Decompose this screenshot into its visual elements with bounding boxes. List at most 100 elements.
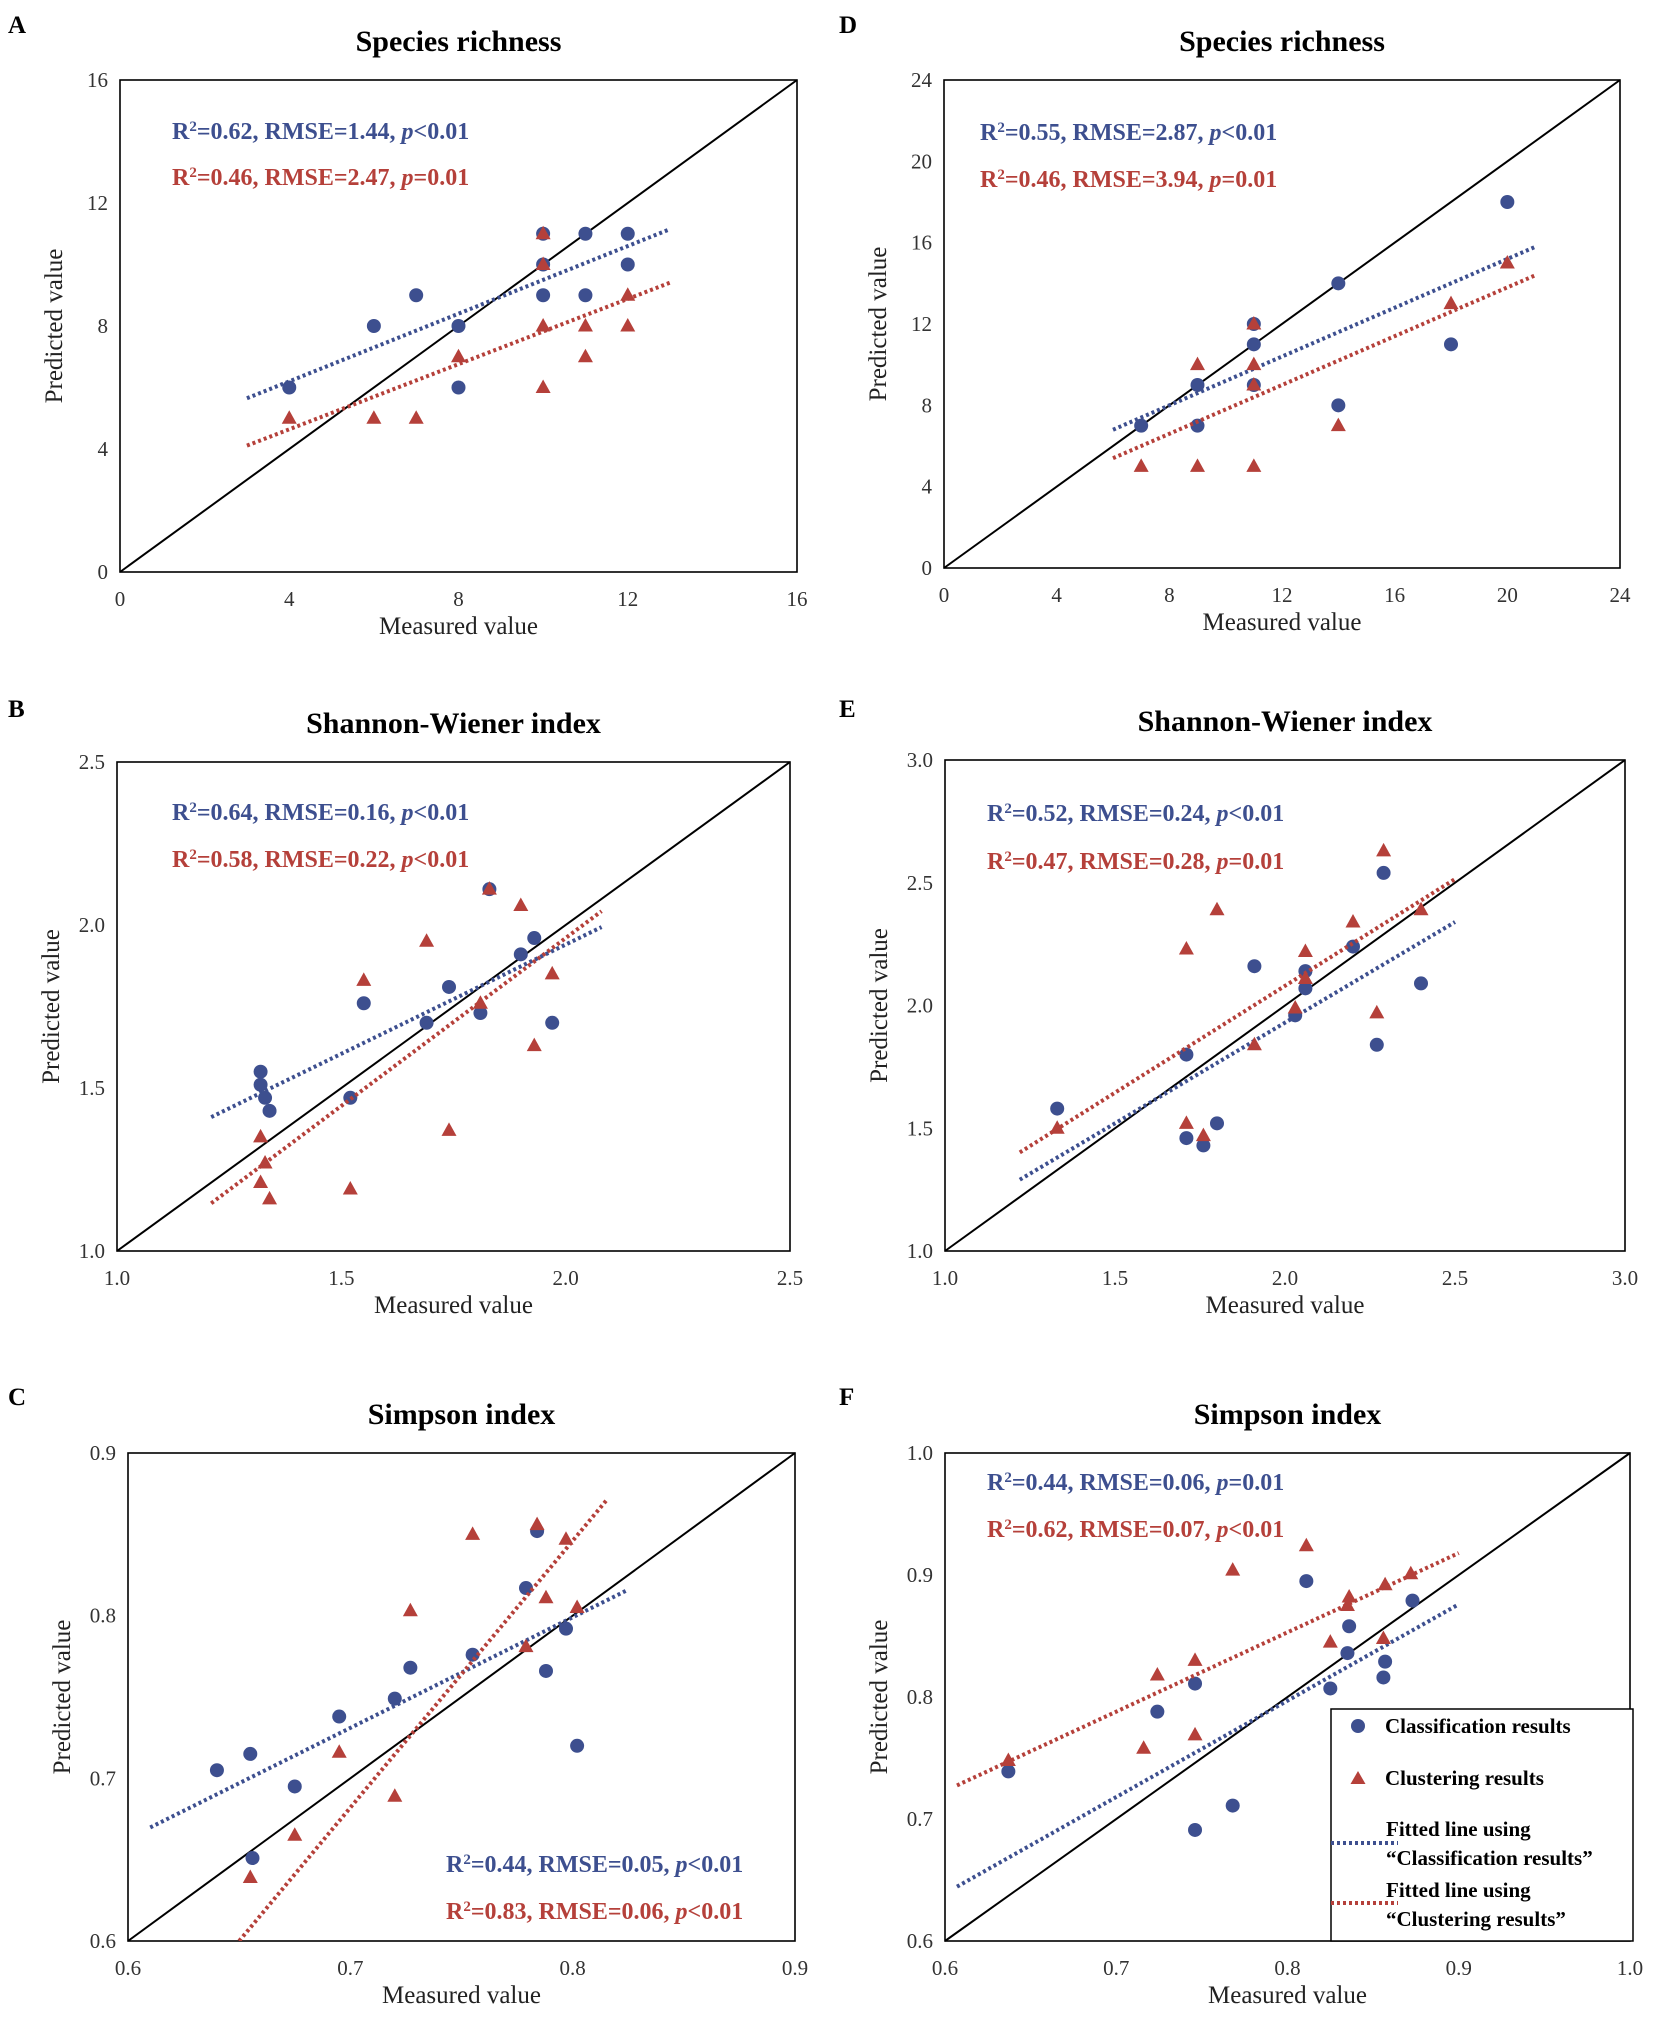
identity-line: [944, 1452, 1631, 1942]
superscript: 2: [997, 120, 1005, 136]
point-clustering: [342, 1181, 358, 1195]
point-classification: [1405, 1593, 1420, 1608]
point-classification: [518, 1581, 533, 1596]
fit-line-classification: [246, 227, 671, 401]
stat-text: <0.01: [688, 1852, 744, 1878]
point-clustering: [1178, 1115, 1194, 1129]
point-classification: [451, 319, 466, 333]
y-tick-label: 8: [922, 393, 933, 417]
y-axis-label: Predicted value: [866, 928, 893, 1083]
chart-title: Species richness: [1179, 25, 1385, 58]
point-classification: [1188, 1822, 1203, 1837]
stat-text: R: [172, 847, 190, 873]
plot-frame: [944, 1452, 1631, 1942]
stat-text: R: [446, 1852, 464, 1878]
x-tick-label: 0.7: [1103, 1956, 1129, 1980]
stat-annotation-classification: R2=0.44, RMSE=0.05, p<0.01: [446, 1852, 743, 1878]
x-tick-label: 1.0: [104, 1266, 130, 1290]
data-layer: [246, 225, 671, 448]
stat-annotation-clustering: R2=0.58, RMSE=0.22, p<0.01: [172, 847, 469, 873]
point-clustering: [1330, 417, 1346, 432]
plot-frame: [127, 1452, 796, 1942]
point-clustering: [577, 348, 593, 363]
data-layer: [956, 1537, 1460, 1889]
point-classification: [558, 1621, 573, 1636]
point-classification: [1001, 1764, 1016, 1779]
point-clustering: [1209, 901, 1225, 916]
x-axis-label: Measured value: [379, 613, 538, 640]
p-symbol: p: [674, 1852, 688, 1878]
p-symbol: p: [1208, 167, 1222, 193]
stat-annotation-classification: R2=0.55, RMSE=2.87, p<0.01: [980, 120, 1277, 146]
point-clustering: [1345, 914, 1361, 928]
point-classification: [419, 1015, 434, 1030]
point-classification: [570, 1738, 585, 1753]
x-tick-label: 12: [617, 587, 638, 611]
stat-annotation-clustering: R2=0.83, RMSE=0.06, p<0.01: [446, 1899, 743, 1925]
identity-line: [944, 759, 1626, 1252]
x-tick-label: 20: [1497, 583, 1518, 607]
point-classification: [442, 979, 457, 994]
stat-text: =0.46, RMSE=3.94,: [1005, 167, 1210, 193]
point-classification: [578, 288, 593, 303]
y-tick-label: 0.8: [90, 1604, 116, 1628]
point-classification: [1299, 1574, 1314, 1589]
stat-annotation-clustering: R2=0.46, RMSE=2.47, p=0.01: [172, 165, 469, 191]
stat-text: =0.44, RMSE=0.05,: [471, 1852, 676, 1878]
x-tick-label: 2.5: [1442, 1266, 1468, 1290]
superscript: 2: [463, 1899, 471, 1915]
point-clustering: [620, 287, 636, 301]
superscript: 2: [189, 119, 197, 135]
point-clustering: [1369, 1004, 1385, 1019]
stat-text: <0.01: [688, 1899, 744, 1925]
point-clustering: [1341, 1588, 1357, 1603]
y-tick-label: 0.9: [90, 1441, 116, 1465]
stat-annotation-classification: R2=0.44, RMSE=0.06, p=0.01: [987, 1470, 1284, 1496]
point-classification: [1340, 1646, 1355, 1661]
y-axis-label: Predicted value: [865, 247, 892, 402]
data-layer: [149, 1499, 630, 1941]
stat-text: R: [172, 119, 190, 145]
plot-frame: [944, 759, 1626, 1252]
p-symbol: p: [1215, 849, 1229, 875]
data-layer: [1018, 842, 1457, 1182]
x-tick-label: 0: [939, 583, 950, 607]
point-clustering: [281, 410, 297, 424]
point-classification: [1196, 1138, 1211, 1153]
superscript: 2: [1004, 849, 1012, 865]
x-tick-label: 2.5: [777, 1266, 803, 1290]
point-classification: [1323, 1681, 1338, 1696]
point-classification: [387, 1691, 402, 1706]
fit-line-clustering: [956, 1551, 1460, 1788]
x-tick-label: 2.0: [1272, 1266, 1298, 1290]
x-tick-label: 1.5: [1102, 1266, 1128, 1290]
stat-text: <0.01: [1222, 120, 1278, 146]
fit-line-clustering: [1112, 273, 1537, 461]
x-tick-label: 0.6: [115, 1956, 141, 1980]
legend-fit-clust-label-1: Fitted line using: [1386, 1878, 1531, 1902]
data-layer: [210, 881, 603, 1205]
point-classification: [513, 947, 528, 962]
panel-letter: A: [8, 12, 26, 39]
y-axis-label: Predicted value: [38, 929, 65, 1084]
point-clustering: [1339, 1597, 1355, 1611]
point-classification: [253, 1064, 268, 1079]
point-clustering: [1190, 458, 1205, 472]
x-tick-label: 16: [787, 587, 808, 611]
stat-text: R: [980, 167, 998, 193]
superscript: 2: [189, 800, 197, 816]
panel-letter: B: [8, 696, 25, 723]
x-tick-label: 24: [1610, 583, 1632, 607]
point-clustering: [1376, 842, 1392, 857]
point-clustering: [408, 410, 424, 424]
stat-annotation-classification: R2=0.52, RMSE=0.24, p<0.01: [987, 801, 1284, 827]
y-tick-label: 2.5: [79, 750, 105, 774]
point-clustering: [356, 972, 372, 986]
p-symbol: p: [400, 800, 414, 826]
y-tick-label: 0.6: [907, 1929, 933, 1953]
x-tick-label: 4: [1051, 583, 1062, 607]
point-classification: [1331, 398, 1346, 413]
fit-line-clustering: [210, 909, 603, 1205]
point-classification: [332, 1709, 347, 1724]
point-clustering: [262, 1190, 278, 1205]
